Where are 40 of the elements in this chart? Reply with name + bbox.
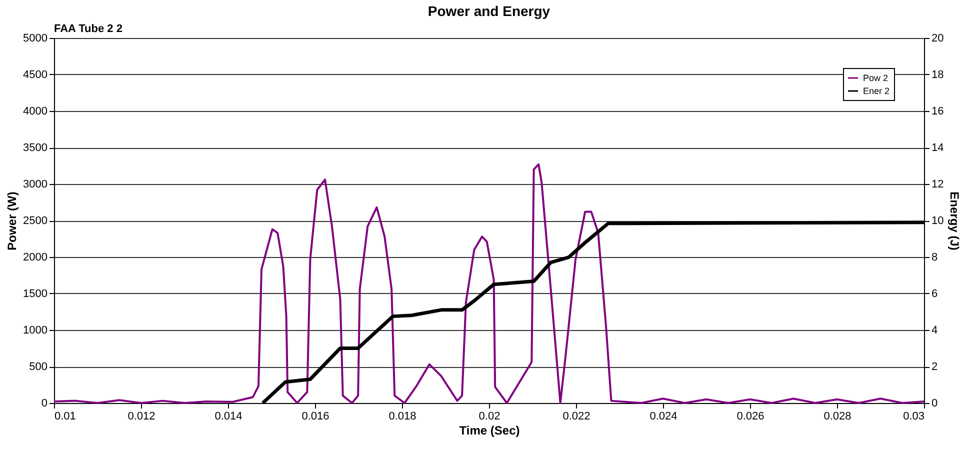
y2-tick-label: 14 bbox=[932, 142, 944, 154]
y-tick-label: 4000 bbox=[23, 106, 48, 118]
y-axis-title: Power (W) bbox=[5, 192, 20, 250]
y-tick-label: 5000 bbox=[23, 32, 48, 44]
y-tick-label: 3000 bbox=[23, 178, 48, 190]
y2-tick-label: 12 bbox=[932, 178, 944, 190]
y2-tick-label: 6 bbox=[932, 288, 938, 300]
text: FAA Tube 2 2 bbox=[54, 23, 122, 35]
x-tick-label: 0.014 bbox=[214, 410, 242, 422]
chart-title: Power and Energy bbox=[428, 3, 550, 19]
y2-tick-label: 0 bbox=[932, 398, 938, 410]
y-tick-label: 1000 bbox=[23, 324, 48, 336]
legend-label: Ener 2 bbox=[863, 86, 890, 96]
y-tick-label: 4500 bbox=[23, 69, 48, 81]
y-tick-label: 2000 bbox=[23, 252, 48, 264]
y-tick-label: 3500 bbox=[23, 142, 48, 154]
y2-tick-label: 20 bbox=[932, 32, 944, 44]
x-axis-title: Time (Sec) bbox=[459, 424, 520, 438]
x-tick-label: 0.012 bbox=[128, 410, 156, 422]
y-tick-label: 0 bbox=[41, 398, 48, 410]
y2-axis-title: Energy (J) bbox=[948, 192, 962, 250]
y2-tick-label: 4 bbox=[932, 324, 938, 336]
y2-tick-label: 10 bbox=[932, 215, 944, 227]
y2-tick-label: 16 bbox=[932, 106, 944, 118]
x-tick-label: 0.026 bbox=[736, 410, 764, 422]
y2-tick-label: 18 bbox=[932, 69, 944, 81]
y-tick-label: 500 bbox=[29, 361, 48, 373]
y-tick-label: 1500 bbox=[23, 288, 48, 300]
legend-label: Pow 2 bbox=[863, 73, 888, 83]
x-tick-label: 0.024 bbox=[650, 410, 678, 422]
y-tick-label: 2500 bbox=[23, 215, 48, 227]
x-tick-label: 0.01 bbox=[54, 410, 76, 422]
x-tick-label: 0.018 bbox=[388, 410, 416, 422]
x-tick-label: 0.022 bbox=[562, 410, 590, 422]
y2-tick-label: 2 bbox=[932, 361, 938, 373]
x-tick-label: 0.02 bbox=[478, 410, 500, 422]
x-tick-label: 0.028 bbox=[824, 410, 852, 422]
y2-tick-label: 8 bbox=[932, 252, 938, 264]
x-tick-label: 0.03 bbox=[903, 410, 924, 422]
x-tick-label: 0.016 bbox=[302, 410, 330, 422]
